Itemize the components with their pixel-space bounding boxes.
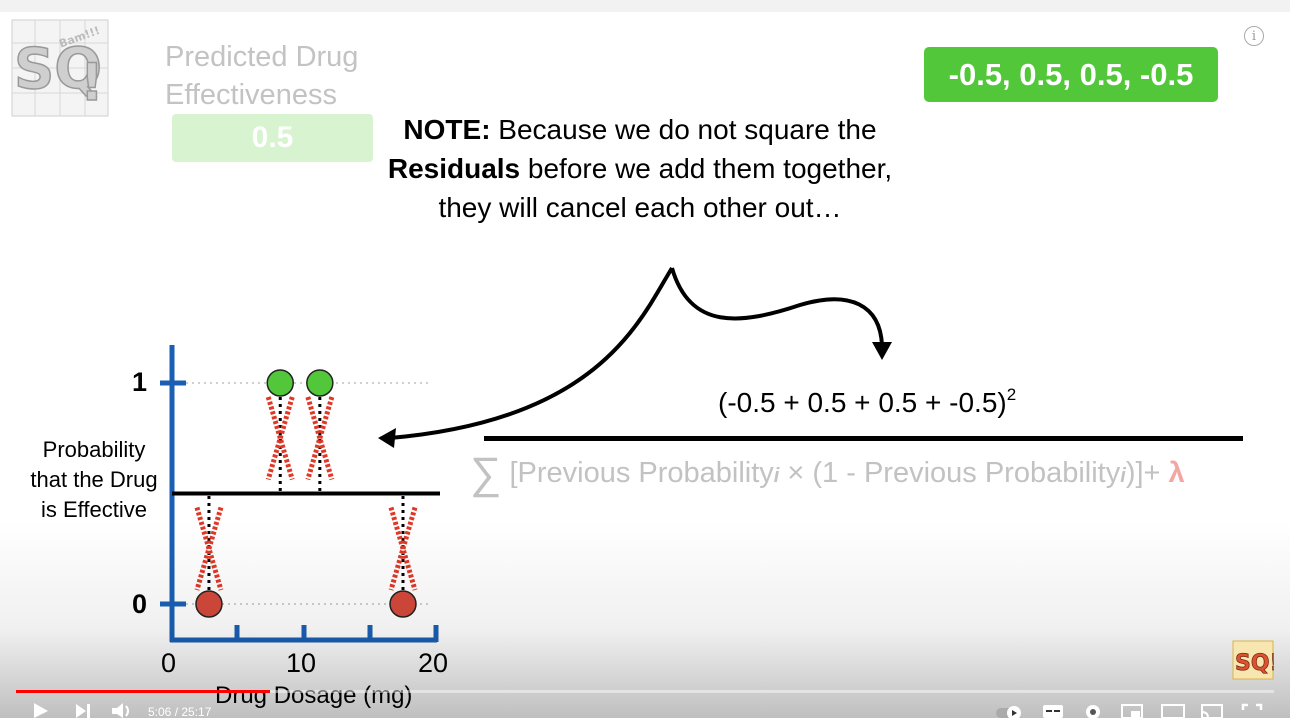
channel-watermark-logo[interactable]: SQ!	[1232, 640, 1274, 680]
player-top-strip	[0, 0, 1290, 12]
info-icon[interactable]: i	[1244, 26, 1264, 46]
svg-text:!: !	[80, 53, 104, 113]
subscript-i-1: i	[773, 465, 780, 487]
numerator-text: (-0.5 + 0.5 + 0.5 + -0.5)	[718, 387, 1007, 418]
fraction-bar	[484, 436, 1243, 441]
formula-denominator: ∑ [Previous Probabilityi × (1 - Previous…	[470, 449, 1185, 499]
denominator-part-2: × (1 - Previous Probability	[779, 457, 1121, 489]
arrow-head-left	[378, 428, 396, 448]
next-icon[interactable]	[72, 700, 94, 718]
data-point-1	[266, 369, 294, 397]
play-icon[interactable]	[30, 700, 52, 718]
lambda-symbol: λ	[1168, 457, 1185, 489]
svg-text:SQ: SQ	[14, 37, 102, 102]
arrow-to-formula	[670, 267, 884, 346]
arrow-to-chart	[389, 266, 674, 440]
time-display: 5:06 / 25:17	[148, 705, 212, 719]
arrow-head-down	[872, 342, 892, 360]
x-tick-label-10: 10	[286, 648, 317, 678]
theater-icon[interactable]	[1160, 700, 1186, 718]
numerator-exponent: 2	[1006, 385, 1017, 404]
volume-icon[interactable]	[110, 700, 136, 718]
predicted-value-box: 0.5	[172, 114, 373, 162]
predicted-effectiveness-title: Predicted Drug Effectiveness	[165, 41, 359, 111]
subtitles-icon[interactable]	[1042, 700, 1064, 718]
denominator-part-1: [Previous Probability	[509, 457, 774, 489]
formula-numerator: (-0.5 + 0.5 + 0.5 + -0.5)2	[718, 385, 1017, 419]
watermark-logo-text: SQ!	[1235, 651, 1274, 676]
cast-icon[interactable]	[1200, 700, 1224, 718]
chart-x-label: Drug Dosage (mg)	[215, 682, 413, 709]
data-point-3	[389, 590, 417, 618]
note-lead: NOTE:	[403, 114, 491, 145]
residual-x-b-2	[305, 396, 335, 481]
residual-x-b-1	[265, 396, 295, 481]
progress-bar[interactable]	[16, 690, 1274, 693]
note-text: NOTE: Because we do not square the Resid…	[380, 110, 900, 227]
statquest-logo: SQ ! Bam!!!	[11, 19, 109, 117]
y-tick-label-1: 1	[132, 367, 148, 397]
sum-symbol: ∑	[470, 449, 502, 498]
y-tick-label-0: 0	[132, 589, 148, 619]
note-part-2: before we add them together, they will c…	[438, 153, 893, 223]
note-part-1: Because we do not square the	[490, 114, 877, 145]
data-point-2	[306, 369, 334, 397]
denominator-part-3: )]+	[1125, 457, 1169, 489]
subscript-i-2: i	[1120, 465, 1126, 487]
residual-x-b-3	[388, 506, 418, 591]
autoplay-toggle-icon[interactable]	[995, 700, 1025, 718]
chart-y-label: Probability that the Drug is Effective	[30, 437, 158, 522]
miniplayer-icon[interactable]	[1120, 700, 1144, 718]
note-term: Residuals	[387, 153, 521, 184]
residual-x-b-0	[194, 506, 224, 591]
x-tick-label-20: 20	[418, 648, 449, 678]
data-point-0	[195, 590, 223, 618]
progress-played	[16, 690, 271, 693]
x-tick-label-0: 0	[161, 648, 177, 678]
fullscreen-icon[interactable]	[1240, 700, 1264, 718]
residuals-badge: -0.5, 0.5, 0.5, -0.5	[924, 47, 1218, 102]
gear-icon[interactable]	[1082, 700, 1104, 718]
